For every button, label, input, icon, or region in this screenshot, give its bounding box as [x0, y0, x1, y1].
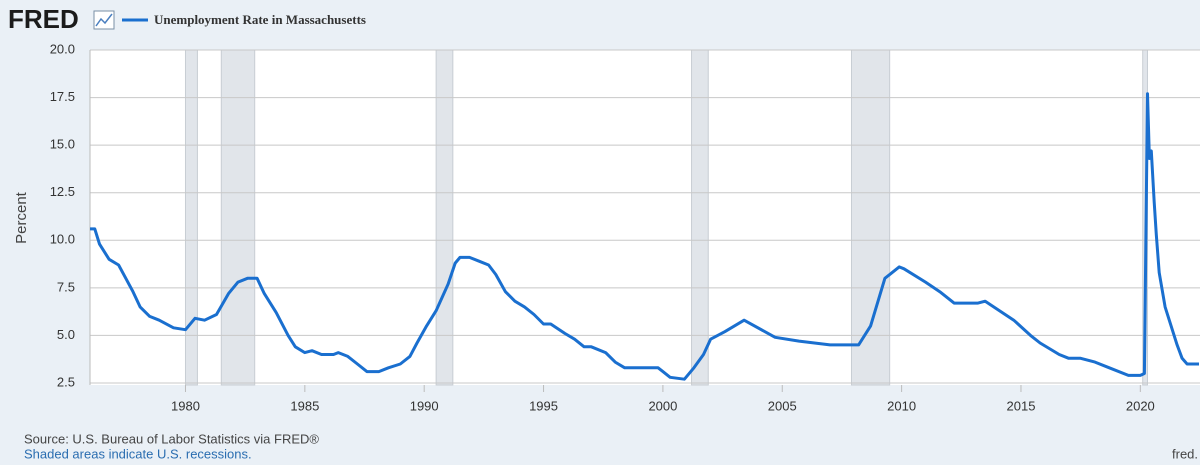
y-tick-label: 20.0: [50, 41, 75, 56]
logo-icon-line: [95, 13, 113, 27]
x-tick-label: 1995: [529, 398, 558, 413]
x-tick-label: 2010: [887, 398, 916, 413]
recession-band: [184, 49, 198, 386]
y-tick-label: 7.5: [57, 279, 75, 294]
x-tick-label: 1990: [410, 398, 439, 413]
recession-band: [435, 49, 454, 386]
note: Shaded areas indicate U.S. recessions.: [24, 446, 252, 461]
data-line: [90, 92, 1199, 381]
recession-band: [691, 49, 709, 386]
x-tick-label: 2015: [1007, 398, 1036, 413]
plot-area: [90, 50, 1200, 385]
logo-icon: [93, 10, 115, 30]
source: Source: U.S. Bureau of Labor Statistics …: [24, 431, 319, 446]
y-tick-label: 5.0: [57, 327, 75, 342]
recession-band: [220, 49, 256, 386]
x-tick-label: 2000: [648, 398, 677, 413]
y-tick-label: 10.0: [50, 232, 75, 247]
x-tick-label: 1985: [290, 398, 319, 413]
y-tick-label: 12.5: [50, 184, 75, 199]
x-tick-label: 1980: [171, 398, 200, 413]
y-axis-label: Percent: [13, 191, 30, 244]
logo: FRED: [8, 4, 79, 34]
y-tick-label: 15.0: [50, 137, 75, 152]
legend-label: Unemployment Rate in Massachusetts: [154, 12, 366, 27]
recession-band: [850, 49, 891, 386]
x-tick-label: 2005: [768, 398, 797, 413]
site: fred.: [1172, 446, 1198, 461]
y-tick-label: 17.5: [50, 89, 75, 104]
y-tick-label: 2.5: [57, 374, 75, 389]
x-tick-label: 2020: [1126, 398, 1155, 413]
